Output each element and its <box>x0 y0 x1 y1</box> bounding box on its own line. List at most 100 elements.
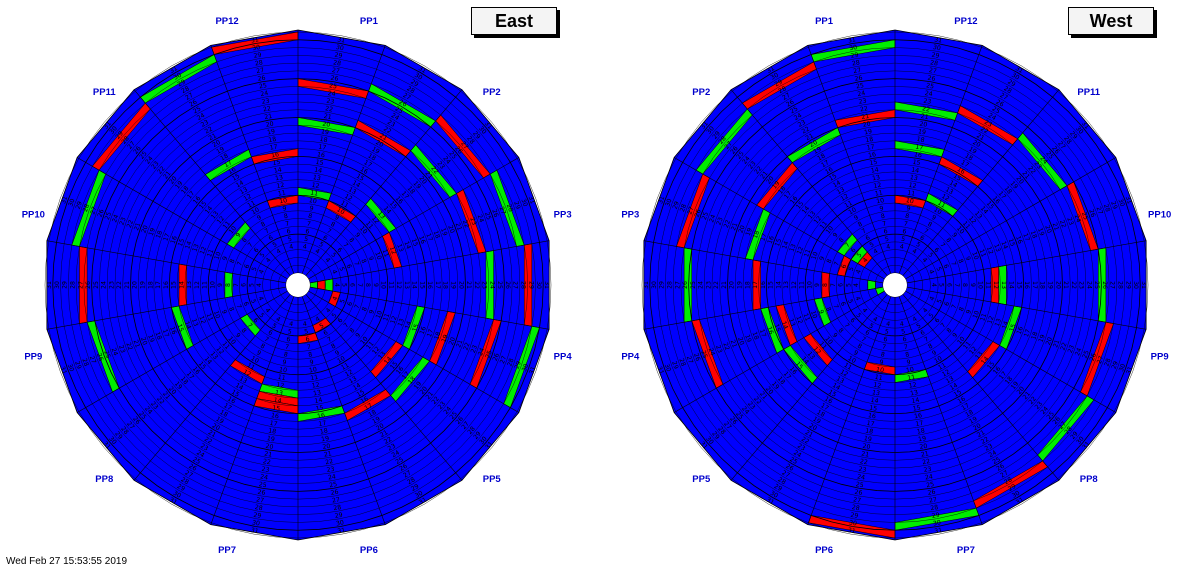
east-cell-number: 7 <box>233 283 240 287</box>
east-cell-number: 7 <box>284 344 289 352</box>
west-cell-number: 6 <box>840 263 848 269</box>
east-wheel: 4444444444444444445555555555555555556666… <box>22 16 573 556</box>
east-cell-number: 26 <box>453 145 463 156</box>
west-cell-number: 27 <box>853 67 862 75</box>
west-cell-number: 14 <box>781 240 790 250</box>
east-cell-number: 31 <box>250 527 259 535</box>
east-cell-number: 5 <box>331 312 339 320</box>
east-cell-number: 7 <box>306 344 311 352</box>
east-cell-number: 10 <box>308 197 317 205</box>
east-cell-number: 21 <box>465 281 472 289</box>
east-cell-number: 28 <box>254 59 263 67</box>
east-cell-number: 11 <box>382 312 391 322</box>
west-cell-number: 7 <box>923 336 930 344</box>
east-cell-number: 16 <box>317 412 326 420</box>
west-title: West <box>1089 10 1133 31</box>
east-cell-number: 29 <box>527 281 534 289</box>
west-pp-label: PP7 <box>957 545 975 556</box>
west-cell-number: 25 <box>699 350 708 360</box>
west-cell-number: 23 <box>797 119 807 129</box>
east-cell-number: 18 <box>319 427 328 435</box>
east-cell-number: 27 <box>125 420 135 431</box>
east-cell-number: 27 <box>499 355 508 365</box>
east-cell-number: 10 <box>375 310 384 320</box>
east-cell-number: 21 <box>378 132 388 142</box>
west-cell-number: 29 <box>1006 78 1016 88</box>
west-cell-number: 11 <box>817 340 827 351</box>
west-cell-number: 22 <box>801 126 811 136</box>
west-cell-number: 28 <box>1102 203 1111 213</box>
east-cell-number: 22 <box>156 165 166 176</box>
east-cell-number: 25 <box>102 350 111 360</box>
east-pp-labels: PP1 PP2 PP3 PP4 PP5 PP6 PP7 PP8 PP9 PP10 PP11 PP12 <box>22 16 573 556</box>
west-cell-number: 6 <box>943 301 951 307</box>
east-cell-number: 12 <box>388 246 397 256</box>
east-cell-number: 26 <box>398 463 408 473</box>
east-cell-number: 24 <box>441 155 451 166</box>
east-cell-number: 9 <box>234 332 242 340</box>
east-cell-number: 23 <box>481 281 488 289</box>
west-cell-number: 16 <box>824 166 834 176</box>
west-cell-number: 25 <box>734 410 744 421</box>
west-cell-number: 16 <box>867 412 876 420</box>
west-cell-number: 6 <box>946 283 953 287</box>
east-cell-number: 30 <box>478 435 488 446</box>
east-cell-number: 23 <box>150 160 160 171</box>
west-cell-number: 21 <box>805 132 815 142</box>
east-cell-number: 15 <box>272 159 281 167</box>
west-cell-number: 31 <box>1140 281 1147 289</box>
west-cell-number: 22 <box>1058 219 1067 229</box>
west-cell-number: 23 <box>983 119 993 129</box>
east-cell-number: 16 <box>168 326 177 336</box>
west-cell-number: 28 <box>717 135 727 146</box>
east-cell-number: 29 <box>114 130 124 141</box>
west-cell-number: 10 <box>875 366 884 374</box>
east-cell-number: 19 <box>215 416 225 426</box>
west-cell-number: 29 <box>1109 200 1118 210</box>
east-cell-number: 5 <box>303 236 308 244</box>
east-cell-number: 7 <box>356 283 363 287</box>
east-cell-number: 20 <box>265 121 274 129</box>
east-cell-number: 21 <box>425 390 435 401</box>
west-cell-number: 9 <box>951 332 959 340</box>
west-pp-label: PP3 <box>621 210 639 221</box>
east-cell-number: 4 <box>330 269 338 275</box>
west-cell-number: 24 <box>1085 281 1092 289</box>
east-cell-number: 16 <box>163 281 170 289</box>
east-spoke-line <box>133 293 291 481</box>
west-cell-number: 4 <box>899 321 904 329</box>
west-cell-number: 8 <box>824 306 832 312</box>
east-cell-number: 4 <box>302 321 307 329</box>
west-cell-number: 17 <box>1021 232 1030 242</box>
west-cell-number: 24 <box>924 90 933 98</box>
east-cell-number: 29 <box>334 512 343 520</box>
east-cell-number: 19 <box>412 180 422 191</box>
east-cell-number: 7 <box>352 261 360 267</box>
east-cell-number: 16 <box>395 365 405 376</box>
east-cell-number: 25 <box>329 82 338 90</box>
east-cell-number: 29 <box>409 78 419 88</box>
east-cell-number: 31 <box>169 65 179 75</box>
east-cell-number: 23 <box>200 119 210 129</box>
east-cell-number: 26 <box>455 415 465 426</box>
west-cell-number: 14 <box>948 179 958 189</box>
west-cell-number: 24 <box>708 214 717 224</box>
east-cell-number: 24 <box>196 112 206 122</box>
east-cell-number: 8 <box>308 213 313 221</box>
east-cell-number: 4 <box>275 248 282 256</box>
east-cell-number: 24 <box>488 281 495 289</box>
east-cell-number: 20 <box>211 139 221 149</box>
west-cell-number: 12 <box>812 345 822 356</box>
east-cell-number: 14 <box>314 166 323 174</box>
east-cell-number: 5 <box>271 322 278 330</box>
east-cell-number: 9 <box>368 309 376 315</box>
west-cell-number: 10 <box>876 197 885 205</box>
east-cell-number: 29 <box>73 360 82 370</box>
west-cell-number: 20 <box>808 422 818 432</box>
east-cell-number: 5 <box>271 241 278 249</box>
east-cell-number: 17 <box>400 190 410 201</box>
east-cell-number: 11 <box>365 340 375 351</box>
east-cell-number: 27 <box>89 206 98 216</box>
east-cell-number: 15 <box>177 238 186 248</box>
east-cell-number: 28 <box>520 281 527 289</box>
